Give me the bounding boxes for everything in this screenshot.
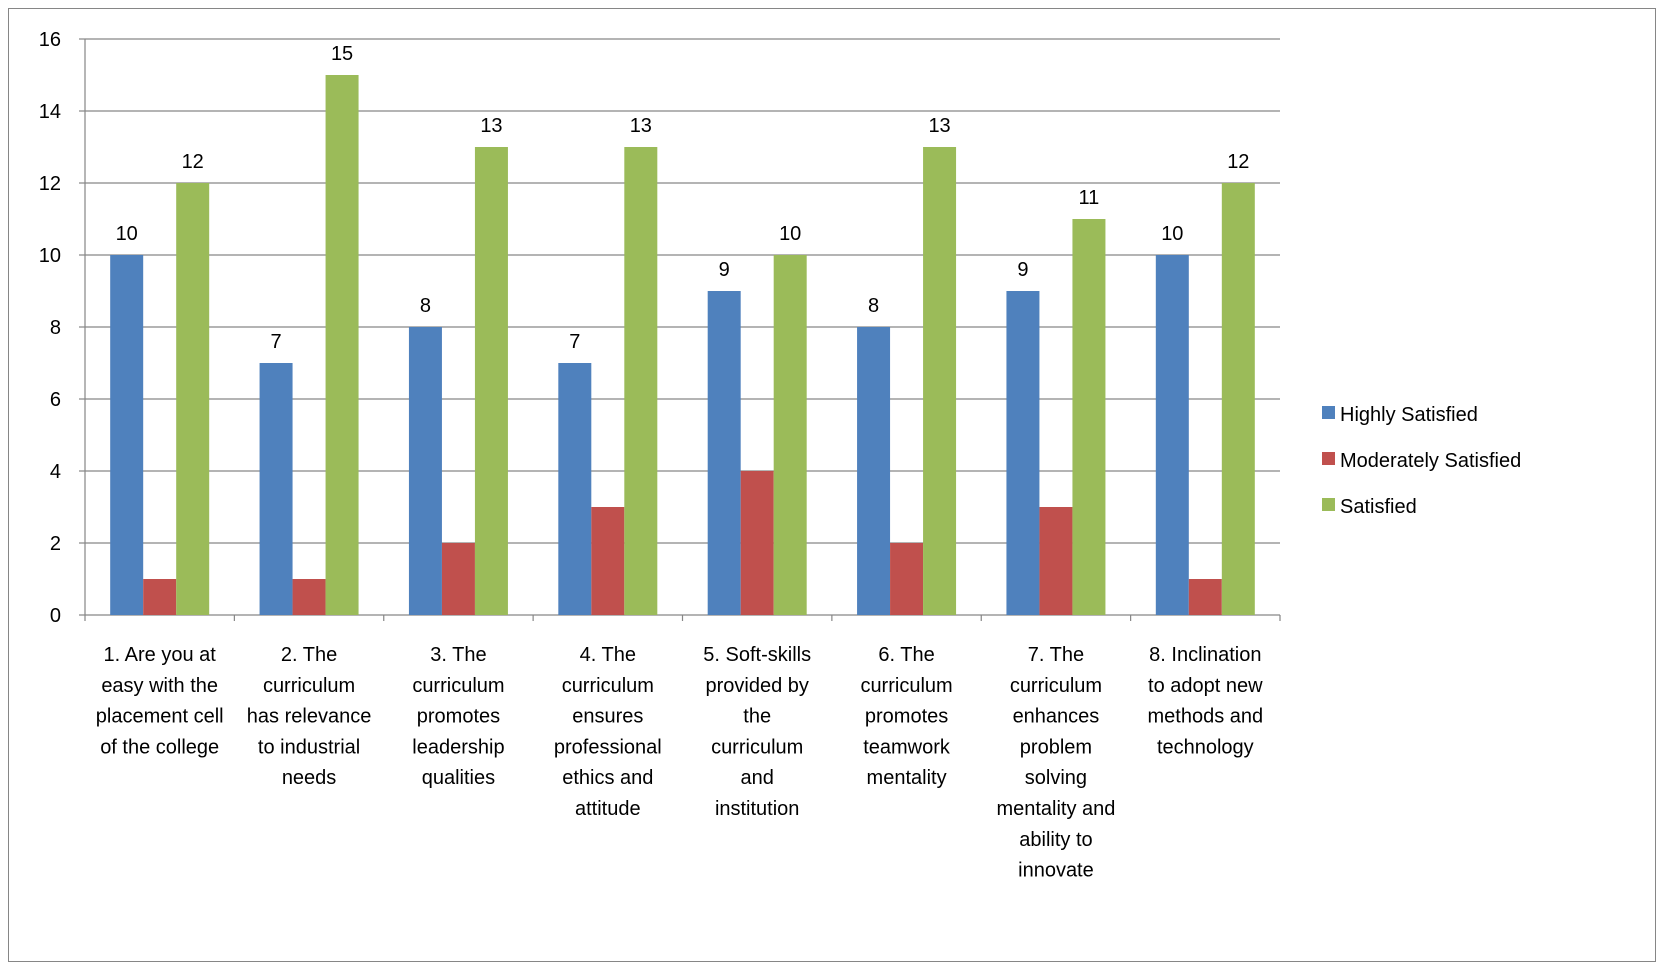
- data-label: 12: [1227, 151, 1249, 173]
- data-label: 7: [569, 331, 580, 353]
- data-label: 8: [868, 295, 879, 317]
- bar-moderately-satisfied-6: [890, 543, 923, 615]
- bar-moderately-satisfied-1: [143, 579, 176, 615]
- bar-moderately-satisfied-4: [591, 507, 624, 615]
- data-label: 10: [779, 223, 801, 245]
- bar-satisfied-3: [475, 147, 508, 615]
- bar-satisfied-7: [1072, 219, 1105, 615]
- bar-satisfied-5: [774, 255, 807, 615]
- category-label: 8. Inclination to adopt new methods and tec…: [1147, 644, 1263, 758]
- data-label: 9: [1017, 259, 1028, 281]
- bar-satisfied-6: [923, 147, 956, 615]
- category-label: 7. The curriculum enhances problem solving me…: [996, 644, 1115, 882]
- data-label: 8: [420, 295, 431, 317]
- bar-satisfied-1: [176, 183, 209, 615]
- y-tick-label: 14: [39, 101, 61, 123]
- bar-satisfied-4: [624, 147, 657, 615]
- y-tick-labels: 0 2 4 6 8 10 12 14 16: [39, 29, 61, 627]
- legend-swatch-highly-satisfied: [1322, 406, 1335, 419]
- bar-highly-satisfied-8: [1156, 255, 1189, 615]
- category-label: 1. Are you at easy with the placement cell…: [96, 644, 224, 758]
- category-label: 2. The curriculum has relevance to industri…: [247, 644, 372, 789]
- legend-label-highly-satisfied: Highly Satisfied: [1340, 404, 1478, 426]
- data-label: 7: [271, 331, 282, 353]
- bar-highly-satisfied-4: [558, 363, 591, 615]
- data-label: 13: [480, 115, 502, 137]
- bar-moderately-satisfied-2: [293, 579, 326, 615]
- data-label: 10: [1161, 223, 1183, 245]
- bar-highly-satisfied-6: [857, 327, 890, 615]
- y-tick-label: 2: [50, 533, 61, 555]
- category-label: 6. The curriculum promotes teamwork mentalit…: [860, 644, 952, 789]
- bar-moderately-satisfied-8: [1189, 579, 1222, 615]
- data-label: 12: [182, 151, 204, 173]
- y-tick-label: 0: [50, 605, 61, 627]
- bar-highly-satisfied-3: [409, 327, 442, 615]
- bar-highly-satisfied-7: [1006, 291, 1039, 615]
- y-tick-label: 4: [50, 461, 61, 483]
- bar-highly-satisfied-5: [708, 291, 741, 615]
- data-label: 13: [928, 115, 950, 137]
- category-label: 4. The curriculum ensures professional ethic…: [554, 644, 662, 820]
- bar-highly-satisfied-1: [110, 255, 143, 615]
- category-labels: 1. Are you at easy with the placement cell…: [96, 644, 1263, 882]
- y-tick-label: 16: [39, 29, 61, 51]
- y-tick-label: 6: [50, 389, 61, 411]
- data-label: 11: [1079, 187, 1100, 209]
- legend-swatch-moderately-satisfied: [1322, 452, 1335, 465]
- data-label: 13: [630, 115, 652, 137]
- y-tick-label: 8: [50, 317, 61, 339]
- legend-label-moderately-satisfied: Moderately Satisfied: [1340, 450, 1521, 472]
- legend-label-satisfied: Satisfied: [1340, 496, 1417, 518]
- legend-swatch-satisfied: [1322, 498, 1335, 511]
- data-label: 9: [719, 259, 730, 281]
- category-label: 3. The curriculum promotes leadership qualit…: [412, 644, 504, 789]
- bars: [110, 75, 1255, 615]
- bar-satisfied-8: [1222, 183, 1255, 615]
- y-tick-label: 12: [39, 173, 61, 195]
- bar-moderately-satisfied-3: [442, 543, 475, 615]
- bar-moderately-satisfied-5: [741, 471, 774, 615]
- bar-moderately-satisfied-7: [1039, 507, 1072, 615]
- legend: Highly Satisfied Moderately Satisfied Sati…: [1322, 404, 1521, 518]
- y-tick-label: 10: [39, 245, 61, 267]
- data-label: 10: [116, 223, 138, 245]
- category-label: 5. Soft-skills provided by the curriculum an…: [703, 644, 811, 820]
- data-label: 15: [331, 43, 353, 65]
- bar-satisfied-2: [326, 75, 359, 615]
- bar-highly-satisfied-2: [260, 363, 293, 615]
